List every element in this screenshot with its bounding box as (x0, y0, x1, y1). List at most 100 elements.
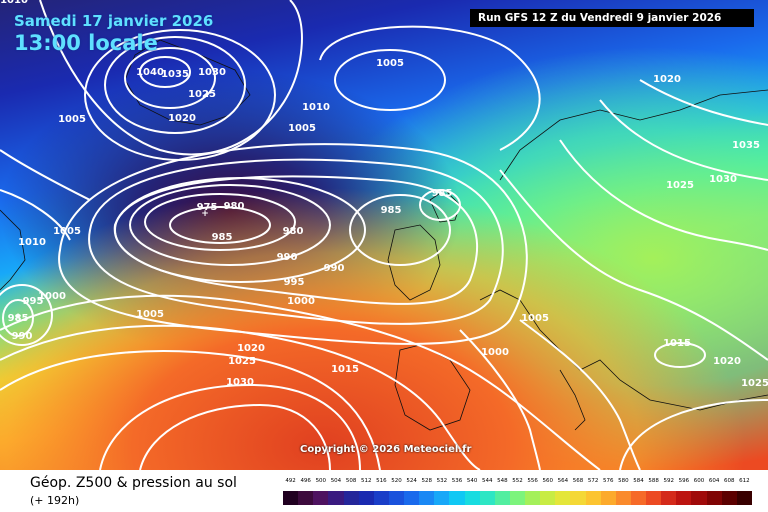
scale-swatch (585, 491, 601, 505)
scale-swatch (540, 491, 556, 505)
scale-swatch (509, 491, 525, 505)
scale-label: 584 (633, 478, 644, 484)
forecast-local-time: 13:00 locale (14, 31, 158, 55)
scale-label: 532 (436, 478, 448, 484)
scale-swatch (721, 491, 737, 505)
isobar-label: 1010 (18, 237, 46, 248)
isobar-label: 1035 (732, 140, 760, 151)
isobar-label: 1030 (198, 67, 226, 78)
isobar-label: 985 (432, 188, 453, 199)
scale-swatch (373, 491, 389, 505)
scale-swatch (736, 491, 752, 505)
scale-label: 520 (391, 478, 402, 484)
scale-label: 512 (360, 478, 372, 484)
color-scale-bar (283, 491, 752, 505)
scale-label: 492 (285, 478, 296, 484)
scale-swatch (404, 491, 420, 505)
scale-swatch (615, 491, 631, 505)
isobar-label: 1030 (226, 377, 254, 388)
isobar-label: 1005 (376, 58, 404, 69)
scale-label: 564 (557, 478, 569, 484)
isobar-label: 985 (212, 232, 233, 243)
legend-footer: Géop. Z500 & pression au sol (+ 192h) 49… (0, 470, 768, 512)
scale-label: 504 (330, 478, 342, 484)
scale-label: 604 (708, 478, 720, 484)
geopotential-high (0, 0, 768, 470)
isobar-label: 1040 (136, 67, 164, 78)
scale-label: 588 (648, 478, 659, 484)
scale-label: 544 (481, 478, 493, 484)
scale-swatch (464, 491, 480, 505)
scale-label: 524 (406, 478, 417, 484)
scale-label: 516 (376, 478, 387, 484)
isobar-label: 980 (224, 201, 245, 212)
scale-label: 576 (603, 478, 614, 484)
scale-label: 552 (512, 478, 523, 484)
isobar-label: 1005 (58, 114, 86, 125)
parameter-title: Géop. Z500 & pression au sol (30, 475, 237, 491)
scale-swatch (343, 491, 359, 505)
scale-label: 592 (663, 478, 675, 484)
scale-label: 596 (678, 478, 690, 484)
scale-swatch (328, 491, 344, 505)
scale-swatch (434, 491, 450, 505)
isobar-label: 1005 (136, 309, 164, 320)
isobar-label: 1000 (481, 347, 509, 358)
isobar-label: 1030 (709, 174, 737, 185)
isobar-label: 1020 (713, 356, 741, 367)
isobar-label: 1000 (287, 296, 315, 307)
lead-time: (+ 192h) (30, 494, 80, 507)
scale-swatch (479, 491, 495, 505)
scale-label: 608 (724, 478, 735, 484)
scale-swatch (600, 491, 616, 505)
weather-map: + + 1040 1035 1030 1025 1020 1005 1010 1005 1005… (0, 0, 768, 470)
isobar-label: 1010 (0, 0, 28, 6)
scale-label: 508 (345, 478, 357, 484)
scale-label: 572 (587, 478, 599, 484)
scale-swatch (283, 491, 299, 505)
scale-swatch (661, 491, 677, 505)
scale-label: 540 (466, 478, 478, 484)
scale-label: 556 (527, 478, 538, 484)
isobar-label: 1025 (188, 89, 216, 100)
scale-swatch (298, 491, 314, 505)
isobar-label: 1010 (302, 102, 330, 113)
isobar-label: 1005 (521, 313, 549, 324)
model-run-label: Run GFS 12 Z du Vendredi 9 janvier 2026 (470, 9, 754, 27)
isobar-label: 1015 (331, 364, 359, 375)
isobar-label: 1035 (161, 69, 189, 80)
scale-label: 580 (618, 478, 629, 484)
isobar-label: 985 (8, 313, 29, 324)
scale-label: 600 (693, 478, 705, 484)
color-scale-labels: 492 496 500 504 508 512 516 520 524 528 532 536 540 5… (283, 478, 752, 490)
isobar-label: 995 (284, 277, 305, 288)
scale-swatch (630, 491, 646, 505)
isobar-label: 1015 (663, 338, 691, 349)
isobar-label: 1000 (38, 291, 66, 302)
svg-text:+: + (14, 312, 22, 322)
scale-label: 560 (542, 478, 554, 484)
scale-label: 536 (451, 478, 463, 484)
isobar-label: 1020 (237, 343, 265, 354)
isobar-label: 990 (12, 331, 33, 342)
scale-swatch (358, 491, 374, 505)
isobar-label: 990 (324, 263, 345, 274)
isobar-label: 1025 (228, 356, 256, 367)
scale-swatch (525, 491, 541, 505)
isobar-label: 1025 (666, 180, 694, 191)
scale-label: 568 (572, 478, 584, 484)
isobars (0, 0, 768, 470)
isobar-label: 975 (197, 202, 218, 213)
scale-swatch (313, 491, 329, 505)
isobar-label: 985 (381, 205, 402, 216)
isobar-label: 1025 (741, 378, 768, 389)
scale-swatch (570, 491, 586, 505)
scale-label: 548 (497, 478, 508, 484)
scale-label: 528 (421, 478, 432, 484)
isobar-label: 1020 (168, 113, 196, 124)
isobar-label: 990 (277, 252, 298, 263)
forecast-date: Samedi 17 janvier 2026 (14, 12, 214, 30)
scale-swatch (676, 491, 692, 505)
scale-swatch (646, 491, 662, 505)
